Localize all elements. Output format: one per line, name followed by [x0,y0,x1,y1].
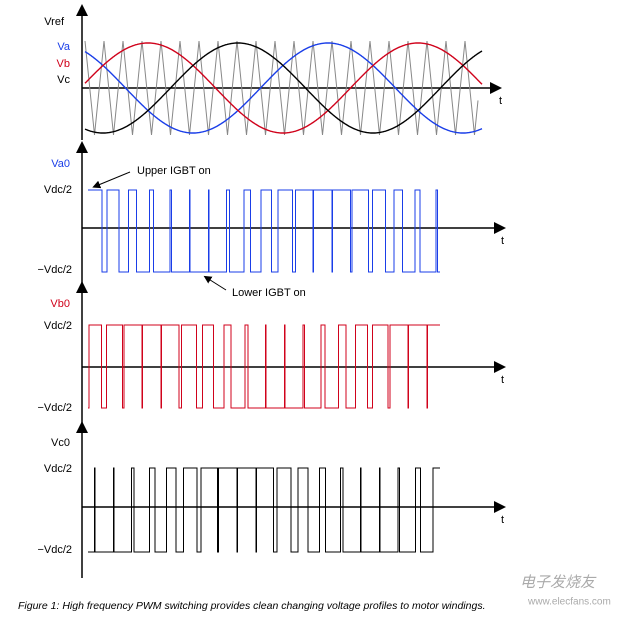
wave [84,40,479,136]
axis-label: t [499,95,502,107]
arrow [92,171,131,189]
axis-label: t [501,514,504,526]
wave [88,189,440,273]
label: Vdc/2 [44,463,72,475]
waveform [88,189,440,273]
label: −Vdc/2 [37,402,72,414]
label: −Vdc/2 [37,264,72,276]
caption: Figure 1: High frequency PWM switching p… [18,600,485,612]
label: Vb [57,58,70,70]
wave [88,324,440,409]
arrow [203,275,227,291]
label: Va [57,41,71,53]
wave [84,42,483,134]
label: Vc [57,74,70,86]
axis-label: t [501,235,504,247]
watermark: www.elecfans.com [527,597,611,608]
label: Va0 [51,158,70,170]
label: Vref [44,16,65,28]
waveforms [84,40,483,136]
axis-label: t [501,374,504,386]
label: Vdc/2 [44,184,72,196]
wave [84,42,483,134]
annotation: Lower IGBT on [232,287,306,299]
annotation: Upper IGBT on [137,165,211,177]
waveform [88,324,440,409]
label: Vb0 [50,298,70,310]
label: Vdc/2 [44,320,72,332]
label: −Vdc/2 [37,544,72,556]
wave [88,467,440,553]
waveform [88,467,440,553]
label: Vc0 [51,437,70,449]
watermark: 电子发烧友 [520,574,597,591]
